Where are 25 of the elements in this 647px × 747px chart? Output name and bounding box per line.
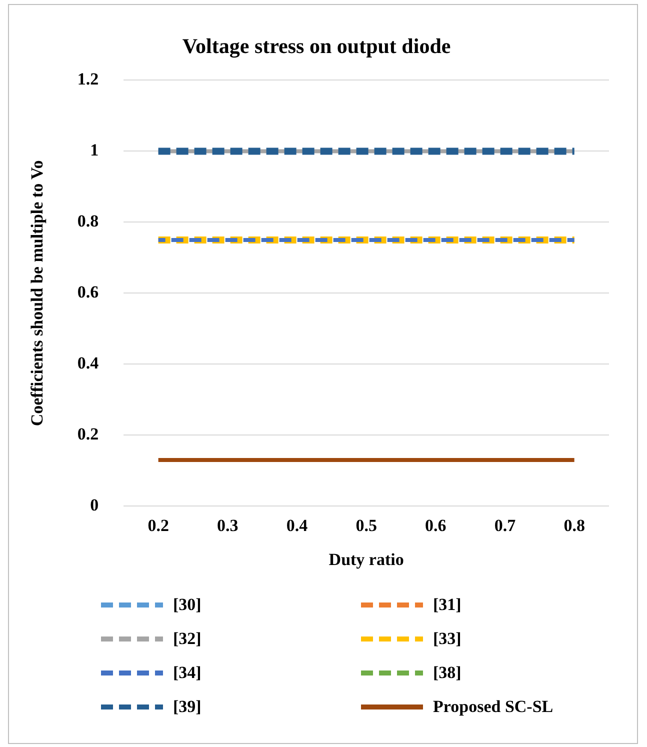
x-axis-title: Duty ratio [328,550,404,570]
legend-label: [30] [173,595,202,615]
y-tick-label: 0 [90,496,99,515]
legend-label: [31] [433,595,462,615]
legend-label: [32] [173,629,202,649]
y-tick-label: 0.6 [77,282,99,302]
x-tick-label: 0.7 [494,516,516,535]
legend-label: [34] [173,663,202,683]
legend-label: [33] [433,629,462,649]
legend-label: [38] [433,663,462,683]
x-tick-label: 0.4 [286,516,308,535]
x-tick-label: 0.2 [148,516,169,535]
x-tick-label: 0.8 [564,516,585,535]
x-tick-label: 0.5 [356,516,377,535]
legend-label: Proposed SC-SL [433,697,554,717]
chart-title: Voltage stress on output diode [182,34,451,58]
y-tick-label: 0.4 [77,354,100,373]
legend-label: [39] [173,697,202,717]
y-tick-label: 0.2 [77,424,99,444]
y-tick-label: 1.2 [77,70,99,89]
x-tick-label: 0.6 [425,516,446,535]
y-tick-label: 0.8 [77,212,99,231]
x-tick-label: 0.3 [217,516,238,535]
y-axis-title: Coefficients should be multiple to Vo [28,160,47,426]
y-tick-label: 1 [90,140,99,160]
